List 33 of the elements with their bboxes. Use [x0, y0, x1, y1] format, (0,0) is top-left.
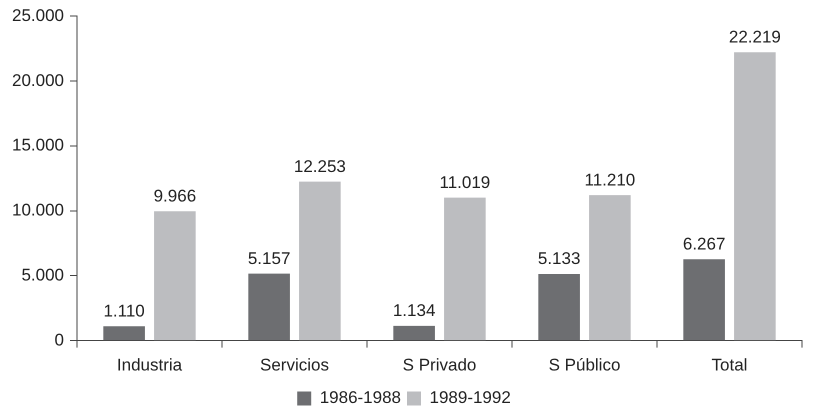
- data-label: 1.134: [392, 301, 436, 320]
- data-label: 12.253: [294, 156, 346, 176]
- data-label: 22.219: [728, 27, 781, 46]
- data-label: 11.210: [584, 170, 636, 190]
- bar: [248, 274, 290, 340]
- x-tick-label: S Público: [548, 355, 620, 374]
- x-tick-label: Servicios: [260, 355, 329, 374]
- y-tick-label: 15.000: [12, 136, 64, 155]
- bar: [444, 198, 486, 340]
- bar: [103, 326, 145, 340]
- y-tick-label: 25.000: [12, 6, 64, 25]
- bar: [393, 326, 435, 340]
- bar: [154, 211, 196, 340]
- bar: [734, 52, 776, 340]
- legend-label: 1989-1992: [430, 388, 511, 408]
- bar: [538, 274, 580, 340]
- data-label: 5.133: [538, 249, 580, 268]
- legend-label: 1986-1988: [320, 388, 402, 408]
- bar: [589, 195, 631, 340]
- x-tick-label: Industria: [116, 355, 183, 374]
- data-label: 6.267: [682, 234, 726, 254]
- data-label: 11.019: [440, 172, 490, 192]
- data-label: 5.157: [248, 248, 290, 268]
- bar: [299, 182, 341, 340]
- bar: [683, 259, 725, 340]
- x-tick-label: S Privado: [402, 355, 476, 374]
- data-label: 9.966: [154, 186, 196, 206]
- y-tick-label: 20.000: [12, 70, 64, 90]
- y-tick-label: 5.000: [21, 265, 64, 284]
- data-label: 1.110: [103, 301, 145, 320]
- y-tick-label: 10.000: [12, 200, 64, 220]
- y-tick-label: 0: [54, 330, 64, 350]
- x-tick-label: Total: [712, 355, 748, 374]
